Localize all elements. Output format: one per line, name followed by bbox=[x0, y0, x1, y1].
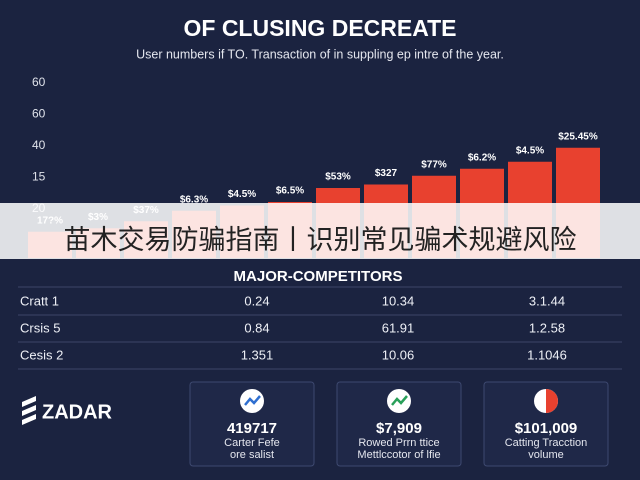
card-value: $7,909 bbox=[376, 420, 422, 437]
card-value: $101,009 bbox=[515, 420, 578, 437]
table-cell: 1.351 bbox=[241, 347, 274, 362]
card-line: Carter Fefe bbox=[224, 437, 280, 449]
chart-subtitle: User numbers if TO. Transaction of in su… bbox=[136, 47, 504, 61]
card-line: volume bbox=[528, 449, 563, 461]
table-cell: 61.91 bbox=[382, 320, 415, 335]
value-label: $53% bbox=[325, 172, 351, 183]
table-title: MAJOR-COMPETITORS bbox=[234, 268, 403, 285]
banner-bg bbox=[0, 203, 640, 259]
card-line: Catting Tracction bbox=[505, 437, 588, 449]
card bbox=[336, 381, 462, 467]
card-icon-half bbox=[546, 389, 558, 413]
table-cell: Cratt 1 bbox=[20, 293, 59, 308]
table-cell: 0.24 bbox=[244, 293, 269, 308]
value-label: $6.3% bbox=[180, 194, 208, 205]
table-cell: 1.2.58 bbox=[529, 320, 565, 335]
card-line: Rowed Prrn ttice bbox=[358, 437, 439, 449]
table-cell: Cesis 2 bbox=[20, 347, 63, 362]
card-value: 419717 bbox=[227, 420, 277, 437]
y-axis-label: 40 bbox=[32, 138, 46, 152]
value-label: $6.5% bbox=[276, 186, 304, 197]
table-cell: 10.06 bbox=[382, 347, 415, 362]
logo-text: ZADAR bbox=[42, 401, 113, 423]
table: Cratt 1 0.24 10.34 3.1.44 Crsis 5 0.84 61.91 1.… bbox=[18, 286, 622, 370]
card-line: ore salist bbox=[230, 449, 274, 461]
table-cell: 3.1.44 bbox=[529, 293, 565, 308]
card-icon-mark bbox=[244, 395, 261, 406]
banner-text: 苗木交易防骗指南丨识别常见骗术规避风险 bbox=[64, 225, 577, 255]
value-label: $4.5% bbox=[516, 145, 544, 156]
card-icon-mark bbox=[391, 395, 408, 406]
logo: ZADAR bbox=[22, 396, 113, 425]
table-cell: Crsis 5 bbox=[20, 320, 60, 335]
logo-icon bbox=[22, 396, 36, 425]
table-cell: 0.84 bbox=[244, 320, 269, 335]
table-cell: 10.34 bbox=[382, 293, 415, 308]
y-axis-label: 15 bbox=[32, 170, 46, 184]
card bbox=[189, 381, 315, 467]
value-label: $327 bbox=[375, 168, 398, 179]
card-line: Mettlccotor of lfie bbox=[357, 449, 440, 461]
value-label: $77% bbox=[421, 159, 447, 170]
value-label: $6.2% bbox=[468, 152, 496, 163]
card bbox=[483, 381, 609, 467]
value-label: $4.5% bbox=[228, 189, 256, 200]
table-cell: 1.1046 bbox=[527, 347, 567, 362]
y-axis-label: 60 bbox=[32, 107, 46, 121]
y-axis-label: 60 bbox=[32, 75, 46, 89]
chart-title: OF CLUSING DECREATE bbox=[183, 15, 456, 41]
value-label: $25.45% bbox=[558, 131, 598, 142]
